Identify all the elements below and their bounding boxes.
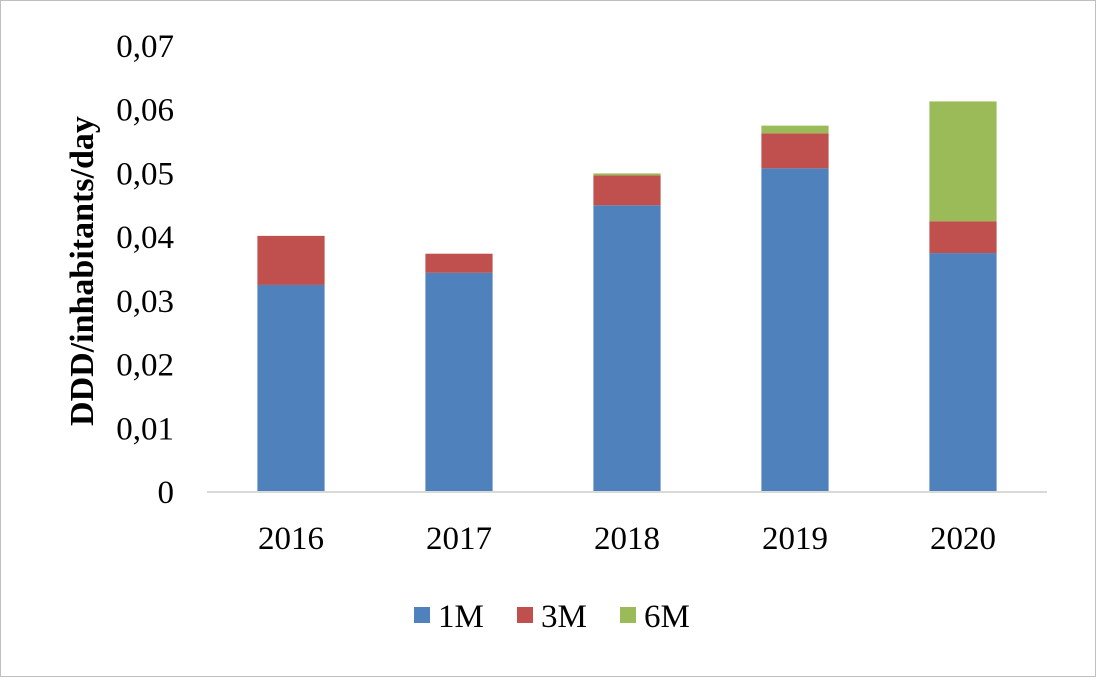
legend-label-1m: 1M (438, 599, 484, 635)
bar-3m-2017 (425, 253, 493, 273)
x-tick-label: 2020 (930, 521, 996, 557)
y-tick-label: 0,07 (116, 29, 174, 65)
bar-1m-2017 (425, 272, 493, 492)
bar-1m-2019 (761, 168, 829, 492)
legend-swatch-3m (517, 607, 533, 623)
legend-swatch-6m (620, 607, 636, 623)
bar-6m-2019 (761, 125, 829, 134)
bar-3m-2016 (257, 235, 325, 285)
y-tick-label: 0,02 (116, 348, 174, 384)
y-axis-tick-labels: 0 0,01 0,02 0,03 0,04 0,05 0,06 0,07 (116, 29, 174, 511)
bar-1m-2020 (929, 253, 997, 492)
y-tick-label: 0,06 (116, 93, 174, 129)
y-tick-label: 0,05 (116, 156, 174, 192)
bars (257, 101, 997, 493)
x-axis-tick-labels: 2016 2017 2018 2019 2020 (258, 521, 996, 557)
bar-1m-2018 (593, 205, 661, 493)
legend: 1M 3M 6M (414, 599, 690, 635)
y-tick-label: 0,01 (116, 411, 174, 447)
bar-3m-2020 (929, 221, 997, 254)
bar-3m-2018 (593, 175, 661, 206)
y-tick-label: 0,04 (116, 220, 174, 256)
x-tick-label: 2016 (258, 521, 324, 557)
legend-label-6m: 6M (644, 599, 690, 635)
bar-6m-2018 (593, 173, 661, 176)
legend-label-3m: 3M (541, 599, 587, 635)
y-tick-label: 0 (158, 475, 175, 511)
bar-3m-2019 (761, 133, 829, 169)
x-tick-label: 2019 (762, 521, 828, 557)
y-tick-label: 0,03 (116, 284, 174, 320)
y-axis-title: DDD/inhabitants/day (64, 116, 101, 426)
bar-6m-2020 (929, 101, 997, 222)
bar-1m-2016 (257, 284, 325, 492)
legend-swatch-1m (414, 607, 430, 623)
x-tick-label: 2018 (594, 521, 660, 557)
x-tick-label: 2017 (426, 521, 492, 557)
